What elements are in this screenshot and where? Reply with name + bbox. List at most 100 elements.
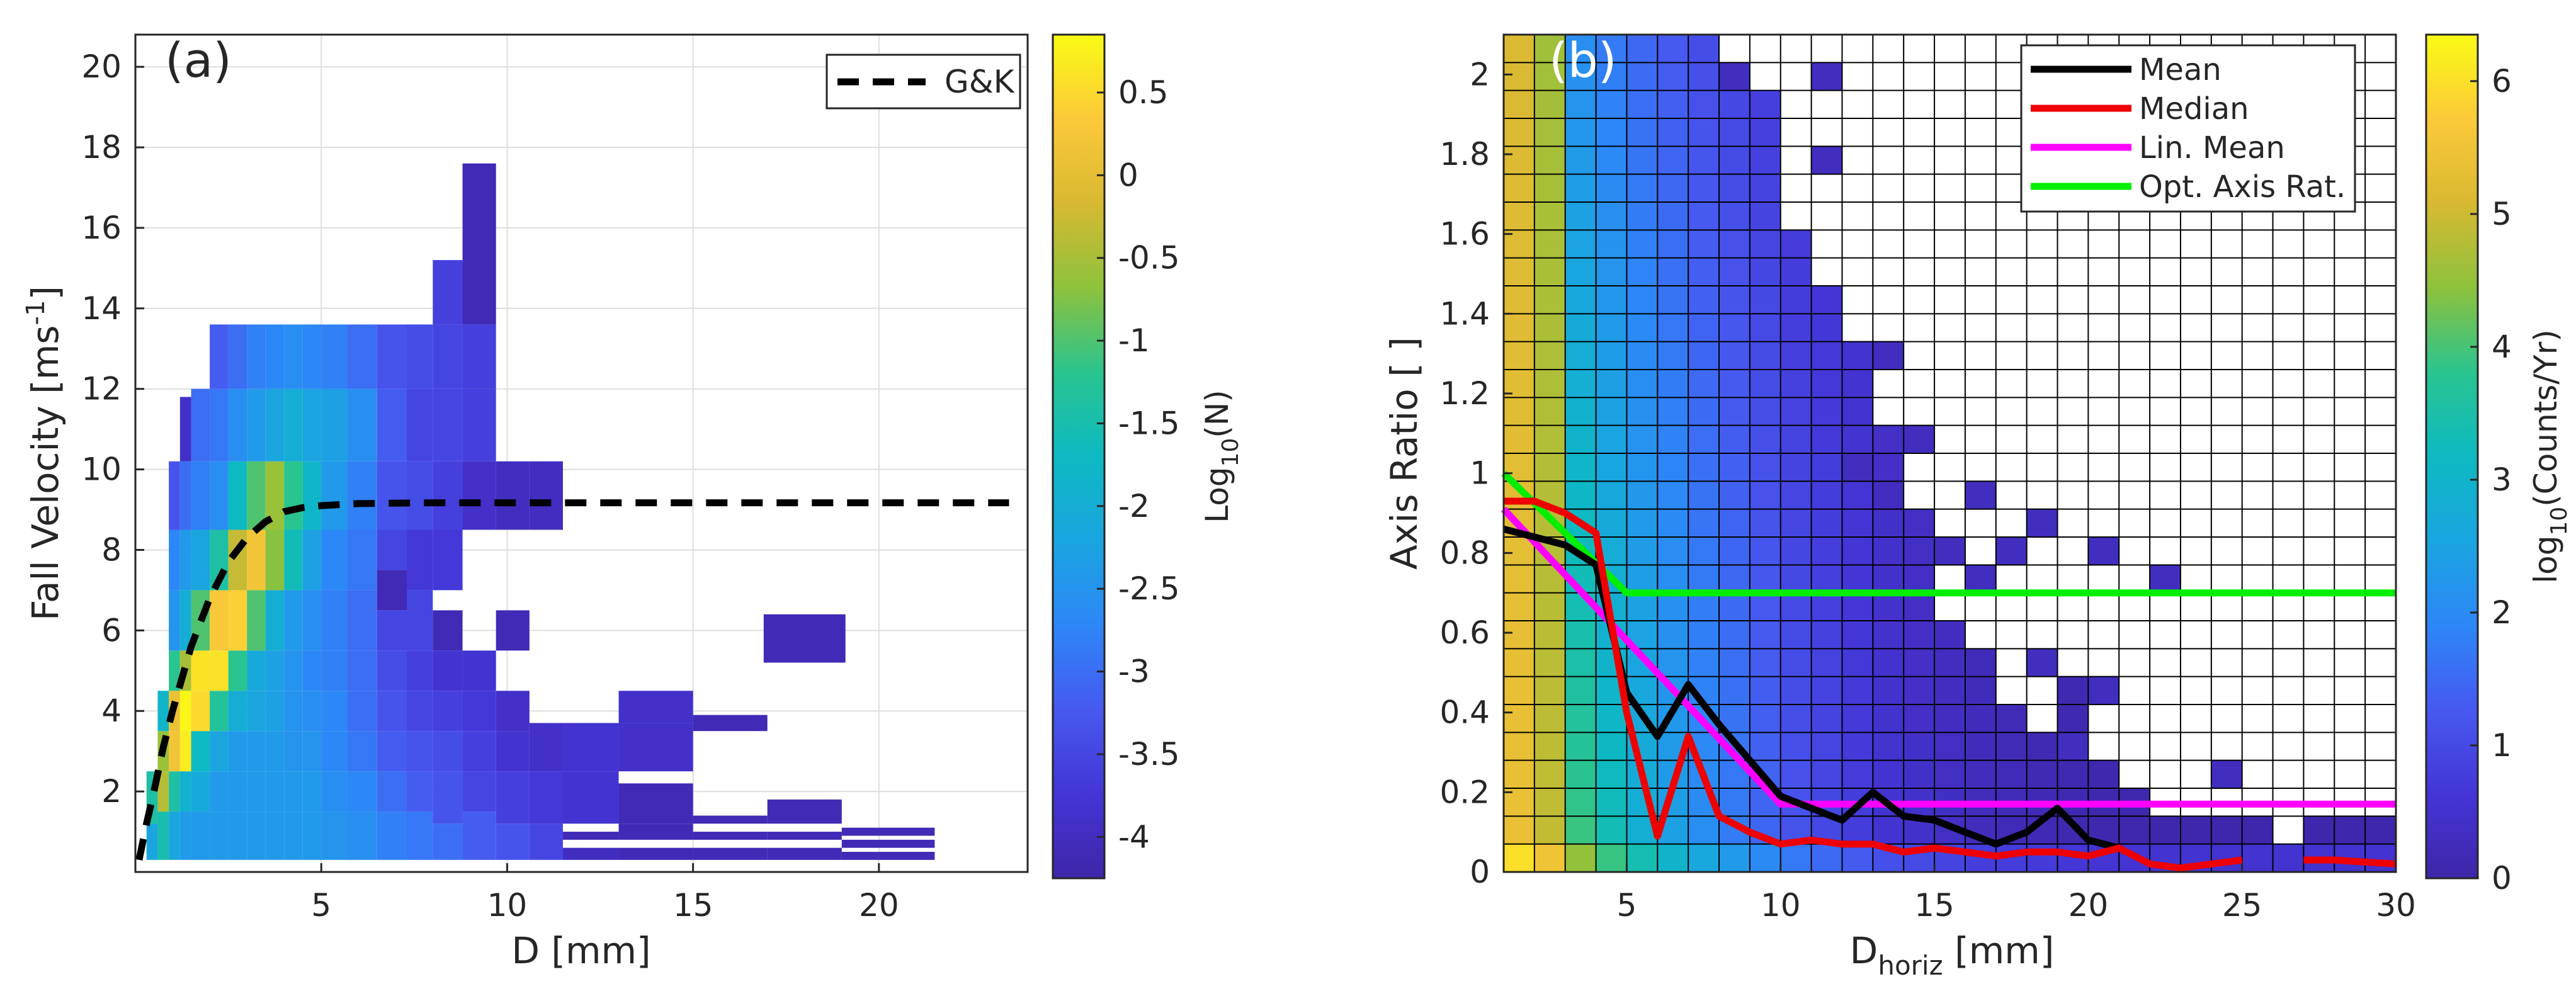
b-heatmap-cell-81 xyxy=(1565,257,1596,286)
b-heatmap-cell-190 xyxy=(1688,565,1720,593)
a-heatmap-cell-150 xyxy=(462,388,496,461)
b-heatmap-cell-130 xyxy=(1626,565,1658,593)
a-heatmap-cell-123 xyxy=(407,812,433,860)
a-heatmap-cell-67 xyxy=(265,590,285,651)
panel-a-y-ticks: 2 4 6 8 10 12 14 16 18 20 xyxy=(81,48,144,810)
a-heatmap-cell-10 xyxy=(169,650,180,691)
b-heatmap-cell-246 xyxy=(1749,648,1781,677)
a-heatmap-cell-84 xyxy=(302,731,322,772)
b-heatmap-cell-93 xyxy=(1596,760,1627,788)
b-heatmap-cell-349 xyxy=(1904,760,1935,788)
a-heatmap-cell-168 xyxy=(618,823,693,840)
b-heatmap-cell-138 xyxy=(1626,341,1658,370)
a-heatmap-cell-182 xyxy=(841,827,935,836)
a-cb-tick-label-9: 0.5 xyxy=(1118,74,1169,111)
b-heatmap-cell-351 xyxy=(1904,705,1935,733)
b-heatmap-cell-421 xyxy=(1904,425,1935,453)
a-heatmap-cell-126 xyxy=(407,691,433,732)
b-heatmap-cell-79 xyxy=(1565,314,1596,342)
b-heatmap-cell-232 xyxy=(1719,230,1750,258)
panel-a-plot-frame xyxy=(134,33,1029,873)
a-ytick-label-2: 6 xyxy=(101,612,122,648)
b-heatmap-cell-78 xyxy=(1565,341,1596,370)
b-heatmap-cell-85 xyxy=(1565,146,1596,174)
b-heatmap-cell-423 xyxy=(2026,509,2058,537)
b-heatmap-cell-84 xyxy=(1565,174,1596,202)
a-heatmap-cell-136 xyxy=(433,691,463,732)
b-heatmap-cell-418 xyxy=(1811,146,1842,174)
a-ytick-label-1: 4 xyxy=(101,693,122,729)
a-heatmap-cell-35 xyxy=(210,691,229,732)
b-heatmap-cell-50 xyxy=(1534,286,1565,314)
a-heatmap-cell-145 xyxy=(462,771,496,812)
b-heatmap-cell-21 xyxy=(1504,257,1535,286)
a-heatmap-cell-17 xyxy=(179,691,191,732)
b-heatmap-cell-7 xyxy=(1504,648,1535,677)
b-heatmap-cell-293 xyxy=(1811,760,1842,788)
a-heatmap-cell-135 xyxy=(433,731,463,772)
a-heatmap-cell-151 xyxy=(462,324,496,389)
b-heatmap-cell-143 xyxy=(1626,202,1658,230)
a-heatmap-cell-70 xyxy=(265,388,285,461)
a-heatmap-cell-133 xyxy=(433,823,463,860)
b-heatmap-cell-340 xyxy=(1873,565,1904,593)
a-heatmap-cell-93 xyxy=(321,771,348,812)
a-heatmap-cell-98 xyxy=(321,529,348,591)
b-heatmap-cell-409 xyxy=(2272,844,2304,872)
b-heatmap-cell-164 xyxy=(1657,453,1689,482)
a-heatmap-cell-77 xyxy=(284,590,303,651)
b-heatmap-cell-390 xyxy=(2057,760,2089,788)
b-heatmap-cell-82 xyxy=(1565,230,1596,258)
b-heatmap-cell-207 xyxy=(1688,90,1720,118)
b-heatmap-cell-113 xyxy=(1596,202,1627,230)
a-heatmap-cell-116 xyxy=(377,650,407,691)
a-heatmap-cell-30 xyxy=(191,461,210,530)
b-heatmap-cell-33 xyxy=(1534,760,1565,788)
b-heatmap-cell-115 xyxy=(1596,146,1627,174)
b-ytick-label-9: 1.8 xyxy=(1439,136,1490,173)
a-heatmap-cell-134 xyxy=(433,771,463,824)
a-heatmap-cell-181 xyxy=(841,839,935,848)
b-heatmap-cell-316 xyxy=(1842,705,1873,733)
b-cb-tick-label-0: 0 xyxy=(2492,860,2512,897)
a-heatmap-cell-106 xyxy=(347,650,377,691)
a-heatmap-cell-160 xyxy=(529,771,563,824)
a-heatmap-cell-55 xyxy=(247,691,266,732)
b-heatmap-cell-54 xyxy=(1534,174,1565,202)
b-heatmap-cell-0 xyxy=(1504,844,1535,872)
b-heatmap-cell-357 xyxy=(1904,537,1935,565)
b-heatmap-cell-375 xyxy=(1965,648,1996,677)
b-heatmap-cell-11 xyxy=(1504,537,1535,565)
b-heatmap-cell-68 xyxy=(1565,621,1596,649)
b-heatmap-cell-146 xyxy=(1626,118,1658,147)
b-cb-tick-label-2: 2 xyxy=(2492,594,2512,631)
b-xtick-label-3: 20 xyxy=(2068,887,2109,924)
b-heatmap-cell-309 xyxy=(1811,314,1842,342)
b-heatmap-cell-26 xyxy=(1504,118,1535,147)
b-heatmap-cell-427 xyxy=(2026,648,2058,677)
b-heatmap-cell-62 xyxy=(1565,788,1596,817)
b-heatmap-cell-112 xyxy=(1596,230,1627,258)
a-heatmap-cell-137 xyxy=(433,650,463,691)
b-heatmap-cell-77 xyxy=(1565,370,1596,398)
b-heatmap-cell-136 xyxy=(1626,397,1658,426)
b-heatmap-cell-399 xyxy=(2119,816,2150,844)
b-cb-tick-label-5: 5 xyxy=(2492,196,2512,232)
b-heatmap-cell-37 xyxy=(1534,648,1565,677)
b-heatmap-cell-48 xyxy=(1534,341,1565,370)
b-heatmap-cell-90 xyxy=(1596,844,1627,872)
b-heatmap-cell-45 xyxy=(1534,425,1565,453)
b-heatmap-cell-168 xyxy=(1657,341,1689,370)
a-ytick-label-5: 12 xyxy=(81,371,122,407)
a-heatmap-cell-53 xyxy=(247,771,266,812)
a-heatmap-cell-31 xyxy=(191,388,210,461)
b-heatmap-cell-169 xyxy=(1657,314,1689,342)
b-heatmap-cell-264 xyxy=(1749,146,1781,174)
a-heatmap-cell-132 xyxy=(407,324,433,389)
b-heatmap-cell-407 xyxy=(2242,844,2273,872)
a-cb-tick-label-8: 0 xyxy=(1118,157,1138,193)
b-heatmap-cell-66 xyxy=(1565,676,1596,705)
a-cb-tick-label-6: -1 xyxy=(1118,322,1150,359)
b-heatmap-cell-200 xyxy=(1688,286,1720,314)
b-heatmap-cell-165 xyxy=(1657,425,1689,453)
